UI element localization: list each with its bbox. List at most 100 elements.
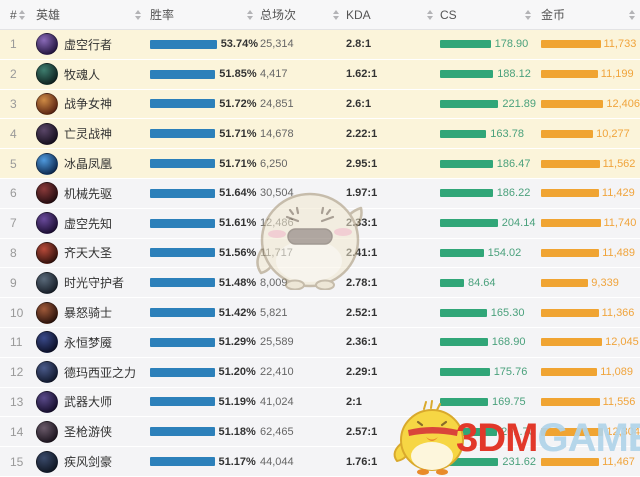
total-games-value: 41,024 bbox=[260, 395, 294, 408]
winrate-bar bbox=[150, 99, 216, 109]
kda-value: 2.78:1 bbox=[346, 276, 378, 289]
table-row[interactable]: 13 武器大师 51.19% 41,024 2:1 169.75 11,556 bbox=[0, 387, 640, 418]
hero-avatar[interactable] bbox=[36, 241, 58, 264]
gold-bar bbox=[541, 99, 604, 108]
winrate-value: 51.71% bbox=[219, 157, 257, 170]
column-header-6[interactable]: 金币 bbox=[536, 0, 640, 29]
gold-bar bbox=[541, 159, 600, 168]
hero-avatar[interactable] bbox=[36, 63, 58, 86]
hero-avatar[interactable] bbox=[36, 152, 58, 175]
hero-avatar[interactable] bbox=[36, 122, 58, 145]
rank-label: 7 bbox=[10, 216, 17, 231]
hero-avatar[interactable] bbox=[36, 420, 58, 443]
table-row[interactable]: 7 虚空先知 51.61% 12,486 2.33:1 204.14 11,74… bbox=[0, 208, 640, 239]
table-row[interactable]: 10 暴怒骑士 51.42% 5,821 2.52:1 165.30 11,36… bbox=[0, 298, 640, 328]
total-games-value: 8,009 bbox=[260, 276, 288, 289]
table-row[interactable]: 2 牧魂人 51.85% 4,417 1.62:1 188.12 11,199 bbox=[0, 59, 640, 90]
rank-label: 9 bbox=[10, 275, 17, 290]
hero-name[interactable]: 德玛西亚之力 bbox=[64, 365, 137, 380]
hero-name[interactable]: 永恒梦魇 bbox=[64, 335, 113, 350]
hero-name[interactable]: 暴怒骑士 bbox=[64, 306, 113, 321]
hero-avatar[interactable] bbox=[36, 331, 58, 354]
rank-label: 4 bbox=[10, 126, 17, 141]
winrate-value: 51.17% bbox=[218, 455, 256, 468]
hero-name[interactable]: 时光守护者 bbox=[64, 276, 125, 291]
winrate-value: 51.72% bbox=[219, 97, 257, 110]
sort-icon[interactable] bbox=[135, 9, 141, 20]
hero-name[interactable]: 亡灵战神 bbox=[64, 127, 113, 142]
cs-value: 186.47 bbox=[496, 157, 531, 170]
kda-value: 2.52:1 bbox=[346, 306, 378, 319]
winrate-bar bbox=[150, 39, 217, 49]
gold-bar bbox=[541, 189, 599, 198]
winrate-bar bbox=[150, 308, 215, 318]
cs-value: 154.02 bbox=[487, 246, 522, 259]
table-row[interactable]: 6 机械先驱 51.64% 30,504 1.97:1 186.22 11,42… bbox=[0, 178, 640, 209]
table-row[interactable]: 9 时光守护者 51.48% 8,009 2.78:1 84.64 9,339 bbox=[0, 268, 640, 299]
cs-value: 178.90 bbox=[494, 38, 529, 51]
rank-label: 6 bbox=[10, 186, 17, 201]
hero-name[interactable]: 战争女神 bbox=[64, 97, 113, 112]
winrate-value: 51.71% bbox=[219, 127, 257, 140]
cs-value: 84.64 bbox=[468, 276, 496, 289]
total-games-value: 4,417 bbox=[260, 68, 288, 81]
sort-icon[interactable] bbox=[525, 9, 531, 20]
sort-icon[interactable] bbox=[333, 9, 339, 20]
cs-bar bbox=[440, 248, 484, 257]
hero-name[interactable]: 疾风剑豪 bbox=[64, 455, 113, 470]
hero-name[interactable]: 圣枪游侠 bbox=[64, 425, 113, 440]
sort-icon[interactable] bbox=[19, 9, 25, 20]
table-row[interactable]: 14 圣枪游侠 51.18% 62,465 2.57:1 201.70 12,3… bbox=[0, 417, 640, 448]
kda-value: 2.22:1 bbox=[346, 127, 378, 140]
sort-icon[interactable] bbox=[629, 9, 635, 20]
hero-avatar[interactable] bbox=[36, 450, 58, 473]
rank-label: 1 bbox=[10, 37, 17, 52]
column-header-4[interactable]: KDA bbox=[344, 0, 438, 29]
column-header-5[interactable]: CS bbox=[438, 0, 536, 29]
hero-avatar[interactable] bbox=[36, 390, 58, 413]
winrate-bar bbox=[150, 129, 216, 139]
hero-avatar[interactable] bbox=[36, 92, 58, 115]
rank-label: 5 bbox=[10, 156, 17, 171]
winrate-bar bbox=[150, 69, 216, 79]
hero-avatar[interactable] bbox=[36, 212, 58, 235]
hero-name[interactable]: 牧魂人 bbox=[64, 67, 101, 82]
gold-bar bbox=[541, 427, 604, 436]
hero-avatar[interactable] bbox=[36, 182, 58, 205]
cs-bar bbox=[440, 159, 493, 168]
sort-icon[interactable] bbox=[427, 9, 433, 20]
hero-name[interactable]: 武器大师 bbox=[64, 395, 113, 410]
hero-name[interactable]: 虚空行者 bbox=[64, 37, 113, 52]
hero-name[interactable]: 冰晶凤凰 bbox=[64, 157, 113, 172]
table-row[interactable]: 11 永恒梦魇 51.29% 25,589 2.36:1 168.90 12,0… bbox=[0, 327, 640, 358]
table-row[interactable]: 15 疾风剑豪 51.17% 44,044 1.76:1 231.62 11,4… bbox=[0, 447, 640, 477]
kda-value: 2.36:1 bbox=[346, 336, 378, 349]
cs-value: 165.30 bbox=[490, 306, 525, 319]
table-row[interactable]: 8 齐天大圣 51.56% 11,717 2.41:1 154.02 11,48… bbox=[0, 238, 640, 269]
hero-avatar[interactable] bbox=[36, 33, 58, 56]
rank-label: 8 bbox=[10, 245, 17, 260]
sort-icon[interactable] bbox=[247, 9, 253, 20]
hero-name[interactable]: 虚空先知 bbox=[64, 216, 113, 231]
winrate-value: 51.85% bbox=[219, 68, 257, 81]
column-header-3[interactable]: 总场次 bbox=[258, 0, 344, 29]
table-row[interactable]: 1 虚空行者 53.74% 25,314 2.8:1 178.90 11,733 bbox=[0, 30, 640, 60]
table-row[interactable]: 12 德玛西亚之力 51.20% 22,410 2.29:1 175.76 11… bbox=[0, 357, 640, 388]
hero-name[interactable]: 机械先驱 bbox=[64, 186, 113, 201]
hero-name[interactable]: 齐天大圣 bbox=[64, 246, 113, 261]
rank-label: 11 bbox=[10, 335, 23, 350]
gold-value: 11,562 bbox=[602, 157, 636, 170]
column-header-2[interactable]: 胜率 bbox=[146, 0, 258, 29]
table-row[interactable]: 3 战争女神 51.72% 24,851 2.6:1 221.89 12,406 bbox=[0, 89, 640, 120]
column-header-1[interactable]: 英雄 bbox=[30, 0, 146, 29]
cs-bar bbox=[440, 397, 488, 406]
column-header-label: CS bbox=[440, 7, 457, 22]
gold-value: 9,339 bbox=[591, 276, 619, 289]
hero-avatar[interactable] bbox=[36, 301, 58, 324]
hero-avatar[interactable] bbox=[36, 271, 58, 294]
column-header-0[interactable]: # bbox=[0, 0, 30, 29]
table-row[interactable]: 5 冰晶凤凰 51.71% 6,250 2.95:1 186.47 11,562 bbox=[0, 149, 640, 179]
table-row[interactable]: 4 亡灵战神 51.71% 14,678 2.22:1 163.78 10,27… bbox=[0, 119, 640, 150]
hero-avatar[interactable] bbox=[36, 361, 58, 384]
winrate-bar bbox=[150, 278, 215, 288]
